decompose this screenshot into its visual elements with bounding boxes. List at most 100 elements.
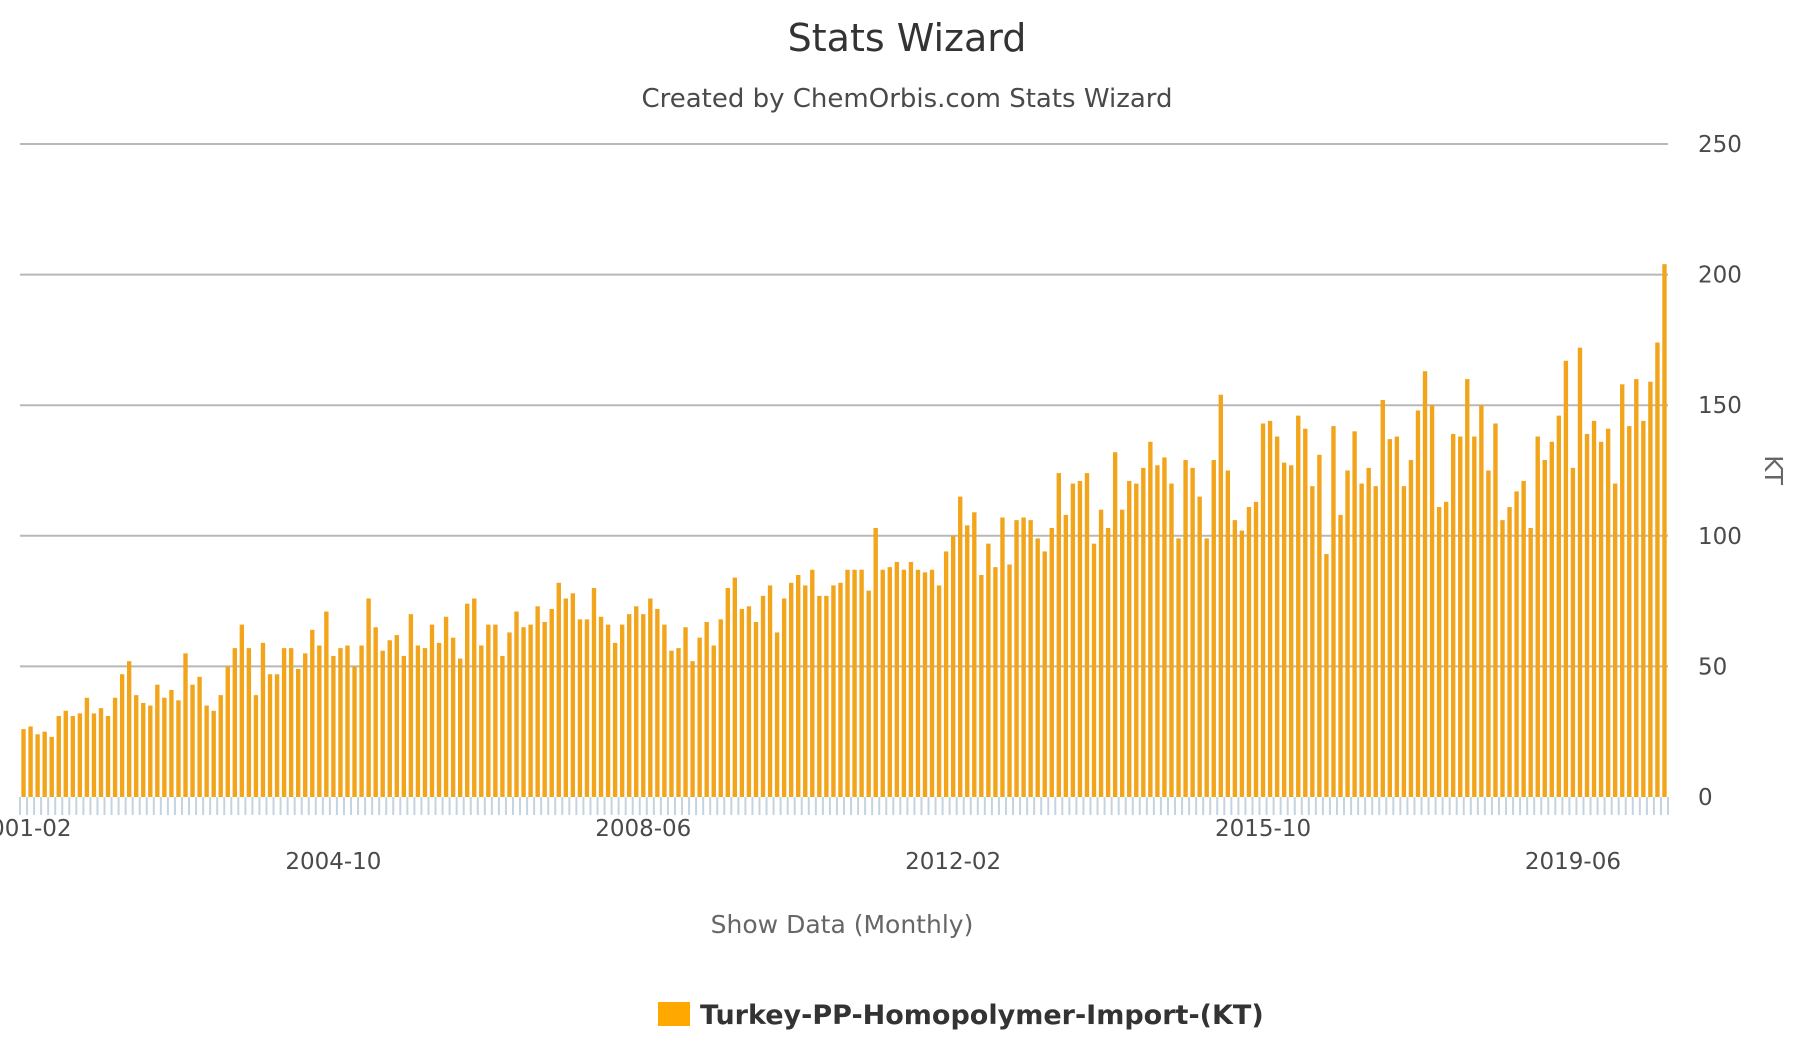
bar[interactable]: [1648, 381, 1653, 797]
bar[interactable]: [986, 543, 991, 797]
bar[interactable]: [253, 695, 259, 797]
bar[interactable]: [1613, 483, 1618, 797]
bar[interactable]: [535, 606, 540, 797]
bar[interactable]: [732, 577, 738, 797]
bar[interactable]: [288, 648, 294, 797]
bar[interactable]: [1211, 460, 1216, 797]
bar[interactable]: [1317, 454, 1322, 797]
bar[interactable]: [1077, 480, 1083, 797]
bar[interactable]: [1324, 554, 1329, 797]
bar[interactable]: [619, 624, 625, 797]
bar[interactable]: [704, 622, 709, 797]
bar[interactable]: [218, 695, 223, 797]
bar[interactable]: [936, 585, 942, 797]
bar[interactable]: [1331, 426, 1336, 797]
bar[interactable]: [1521, 480, 1526, 797]
bar[interactable]: [1345, 470, 1350, 798]
bar[interactable]: [42, 731, 47, 797]
bar[interactable]: [915, 569, 921, 797]
bar[interactable]: [1091, 543, 1097, 797]
bar[interactable]: [1042, 551, 1047, 797]
bar[interactable]: [56, 716, 61, 797]
bar[interactable]: [352, 666, 357, 797]
bar[interactable]: [1563, 360, 1569, 797]
bar[interactable]: [457, 658, 463, 797]
bar[interactable]: [852, 569, 857, 797]
bar[interactable]: [436, 642, 442, 797]
legend-swatch[interactable]: [658, 1002, 690, 1026]
bar[interactable]: [1486, 470, 1491, 798]
bar[interactable]: [563, 598, 568, 797]
bar[interactable]: [1197, 496, 1202, 797]
bar[interactable]: [746, 606, 752, 797]
bar[interactable]: [859, 569, 864, 797]
bar[interactable]: [1176, 538, 1181, 797]
bar[interactable]: [1542, 460, 1547, 797]
bar[interactable]: [387, 640, 392, 797]
bar[interactable]: [98, 708, 104, 797]
bar[interactable]: [21, 729, 26, 797]
bar[interactable]: [310, 629, 315, 797]
bar[interactable]: [1141, 467, 1146, 797]
bar[interactable]: [690, 661, 695, 797]
bar[interactable]: [1366, 467, 1371, 797]
bar[interactable]: [894, 561, 900, 797]
bar[interactable]: [725, 588, 730, 797]
bar[interactable]: [1465, 379, 1470, 797]
bar[interactable]: [612, 642, 618, 797]
bar[interactable]: [28, 726, 33, 797]
bar[interactable]: [211, 710, 216, 797]
bar[interactable]: [1556, 415, 1562, 797]
bar[interactable]: [380, 650, 385, 797]
bar[interactable]: [1063, 514, 1069, 797]
bar[interactable]: [514, 611, 519, 797]
bar[interactable]: [443, 616, 449, 797]
bar[interactable]: [634, 606, 639, 797]
bar[interactable]: [591, 588, 597, 797]
bar[interactable]: [183, 653, 188, 797]
bar[interactable]: [831, 585, 836, 797]
bar[interactable]: [929, 569, 935, 797]
bar[interactable]: [1056, 473, 1061, 797]
bar[interactable]: [556, 582, 561, 797]
bar[interactable]: [648, 598, 653, 797]
bar[interactable]: [1443, 501, 1449, 797]
bar[interactable]: [669, 650, 674, 797]
bar[interactable]: [359, 645, 364, 798]
bar[interactable]: [1493, 423, 1498, 797]
bar[interactable]: [1120, 509, 1125, 797]
bar[interactable]: [880, 569, 885, 797]
bar[interactable]: [1641, 420, 1646, 797]
bar[interactable]: [1028, 520, 1033, 797]
bar[interactable]: [1289, 465, 1294, 797]
bar[interactable]: [232, 648, 237, 797]
bar[interactable]: [753, 622, 759, 797]
bar[interactable]: [943, 551, 949, 797]
bar[interactable]: [225, 666, 230, 797]
bar[interactable]: [1021, 517, 1026, 797]
bar[interactable]: [1620, 384, 1625, 797]
bar[interactable]: [577, 619, 583, 797]
bar[interactable]: [1338, 514, 1343, 797]
bar[interactable]: [676, 648, 681, 797]
bar[interactable]: [415, 645, 421, 798]
bar[interactable]: [119, 674, 125, 797]
bar[interactable]: [408, 614, 414, 797]
bar[interactable]: [1183, 460, 1188, 797]
bar[interactable]: [549, 608, 554, 797]
bar[interactable]: [1605, 428, 1611, 797]
bar[interactable]: [162, 697, 167, 797]
bar[interactable]: [331, 655, 336, 797]
bar[interactable]: [1218, 394, 1223, 797]
bar[interactable]: [1591, 420, 1597, 797]
bar[interactable]: [260, 642, 266, 797]
bar[interactable]: [873, 527, 878, 797]
bar[interactable]: [1549, 441, 1554, 797]
bar[interactable]: [486, 624, 491, 797]
bar[interactable]: [507, 632, 512, 797]
bar[interactable]: [781, 598, 787, 797]
bar[interactable]: [126, 661, 132, 797]
bar[interactable]: [1577, 347, 1583, 797]
bar[interactable]: [1415, 410, 1421, 797]
bar[interactable]: [1253, 501, 1259, 797]
